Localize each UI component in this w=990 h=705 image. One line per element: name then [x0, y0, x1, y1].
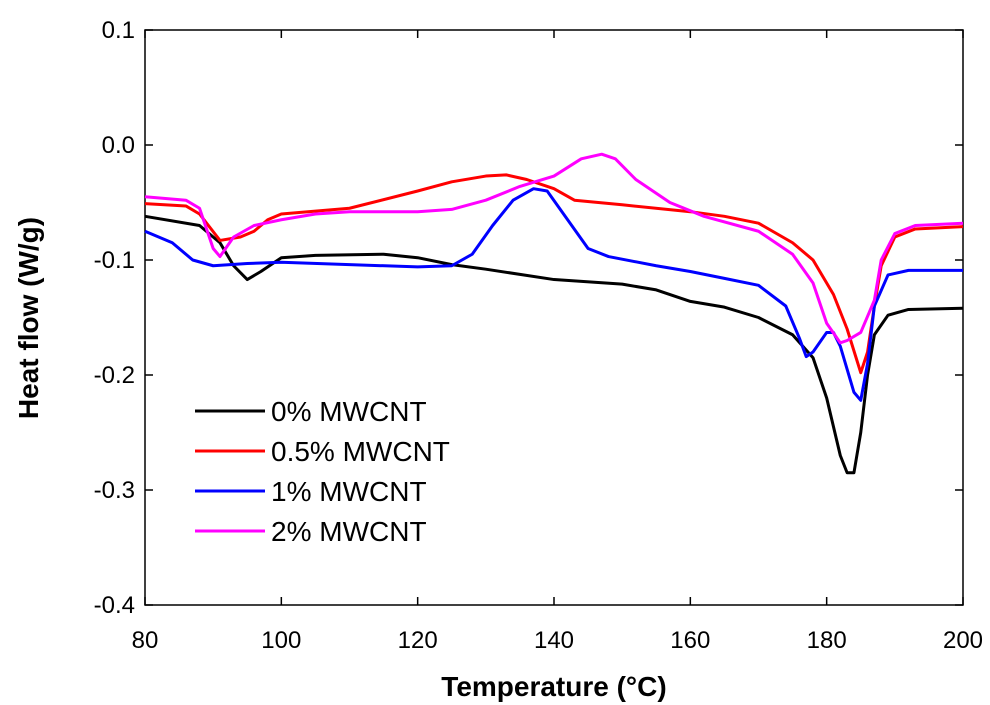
y-tick-label: 0.0	[102, 132, 135, 159]
y-tick-label: -0.4	[94, 592, 135, 619]
x-tick-label: 120	[398, 627, 438, 654]
legend-label: 1% MWCNT	[271, 476, 427, 507]
y-axis-label: Heat flow (W/g)	[13, 217, 44, 419]
legend-label: 0.5% MWCNT	[271, 436, 450, 467]
y-tick-label: -0.3	[94, 477, 135, 504]
x-tick-label: 200	[943, 627, 983, 654]
x-tick-label: 180	[807, 627, 847, 654]
y-tick-label: 0.1	[102, 17, 135, 44]
plot-frame	[144, 29, 964, 606]
x-tick-label: 140	[534, 627, 574, 654]
x-axis-label: Temperature (°C)	[441, 671, 666, 702]
y-tick-label: -0.2	[94, 362, 135, 389]
legend-label: 0% MWCNT	[271, 396, 427, 427]
x-tick-label: 160	[670, 627, 710, 654]
data-line	[144, 152, 964, 345]
legend-label: 2% MWCNT	[271, 516, 427, 547]
data-line	[144, 187, 963, 402]
y-tick-label: -0.1	[94, 247, 135, 274]
data-line	[144, 214, 964, 475]
x-tick-label: 80	[132, 627, 159, 654]
x-tick-label: 100	[261, 627, 301, 654]
